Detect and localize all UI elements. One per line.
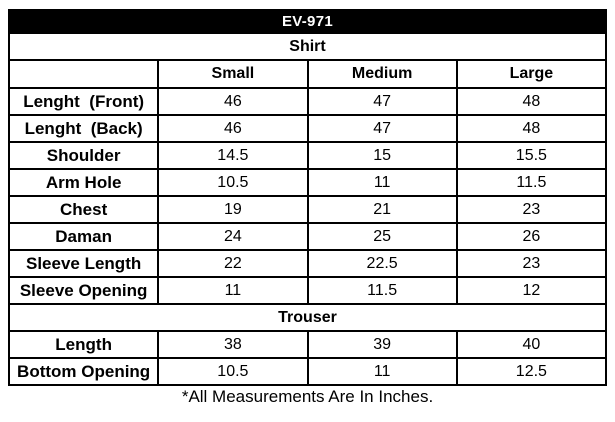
column-header-blank xyxy=(7,59,160,89)
cell-value: 10.5 xyxy=(157,357,309,386)
table-row: Length 38 39 40 xyxy=(7,330,608,359)
chart-title-bar: EV-971 xyxy=(8,9,607,34)
cell-value: 39 xyxy=(306,330,458,359)
row-label-trouser-length: Length xyxy=(7,330,160,359)
table-row: Lenght (Front) 46 47 48 xyxy=(7,87,608,116)
table-row: Shoulder 14.5 15 15.5 xyxy=(7,141,608,170)
table-row: Daman 24 25 26 xyxy=(7,222,608,251)
row-label-daman: Daman xyxy=(7,222,160,251)
column-header-large: Large xyxy=(455,59,608,89)
cell-value: 40 xyxy=(455,330,608,359)
cell-value: 21 xyxy=(306,195,458,224)
cell-value: 24 xyxy=(157,222,309,251)
cell-value: 38 xyxy=(157,330,309,359)
cell-value: 23 xyxy=(455,195,608,224)
table-row: EV-971 xyxy=(8,9,607,34)
row-label-chest: Chest xyxy=(7,195,160,224)
cell-value: 26 xyxy=(455,222,608,251)
cell-value: 11.5 xyxy=(455,168,608,197)
table-row: Shirt xyxy=(8,32,607,61)
cell-value: 11 xyxy=(306,357,458,386)
row-label-length-front: Lenght (Front) xyxy=(7,87,160,116)
cell-value: 11.5 xyxy=(306,276,458,305)
cell-value: 14.5 xyxy=(157,141,309,170)
table-row: Bottom Opening 10.5 11 12.5 xyxy=(7,357,608,386)
table-row: Sleeve Opening 11 11.5 12 xyxy=(7,276,608,305)
column-header-small: Small xyxy=(157,59,309,89)
cell-value: 47 xyxy=(306,114,458,143)
column-header-medium: Medium xyxy=(306,59,458,89)
row-label-bottom-opening: Bottom Opening xyxy=(7,357,160,386)
table-row: Lenght (Back) 46 47 48 xyxy=(7,114,608,143)
cell-value: 10.5 xyxy=(157,168,309,197)
cell-value: 25 xyxy=(306,222,458,251)
cell-value: 15.5 xyxy=(455,141,608,170)
cell-value: 23 xyxy=(455,249,608,278)
cell-value: 19 xyxy=(157,195,309,224)
section-header-shirt: Shirt xyxy=(8,32,607,61)
cell-value: 15 xyxy=(306,141,458,170)
cell-value: 22 xyxy=(157,249,309,278)
cell-value: 46 xyxy=(157,114,309,143)
table-row: Trouser xyxy=(8,303,607,332)
cell-value: 12.5 xyxy=(455,357,608,386)
table-row: Small Medium Large xyxy=(7,59,608,89)
cell-value: 22.5 xyxy=(306,249,458,278)
row-label-length-back: Lenght (Back) xyxy=(7,114,160,143)
cell-value: 12 xyxy=(455,276,608,305)
table-row: Sleeve Length 22 22.5 23 xyxy=(7,249,608,278)
measurements-footnote: *All Measurements Are In Inches. xyxy=(181,387,434,406)
row-label-shoulder: Shoulder xyxy=(7,141,160,170)
cell-value: 11 xyxy=(157,276,309,305)
table-row: Chest 19 21 23 xyxy=(7,195,608,224)
cell-value: 11 xyxy=(306,168,458,197)
table-row: Arm Hole 10.5 11 11.5 xyxy=(7,168,608,197)
cell-value: 48 xyxy=(455,87,608,116)
row-label-sleeve-opening: Sleeve Opening xyxy=(7,276,160,305)
cell-value: 47 xyxy=(306,87,458,116)
size-chart-table: EV-971 Shirt Small Medium Large Lenght (… xyxy=(7,9,608,386)
row-label-arm-hole: Arm Hole xyxy=(7,168,160,197)
cell-value: 48 xyxy=(455,114,608,143)
row-label-sleeve-length: Sleeve Length xyxy=(7,249,160,278)
cell-value: 46 xyxy=(157,87,309,116)
section-header-trouser: Trouser xyxy=(8,303,607,332)
